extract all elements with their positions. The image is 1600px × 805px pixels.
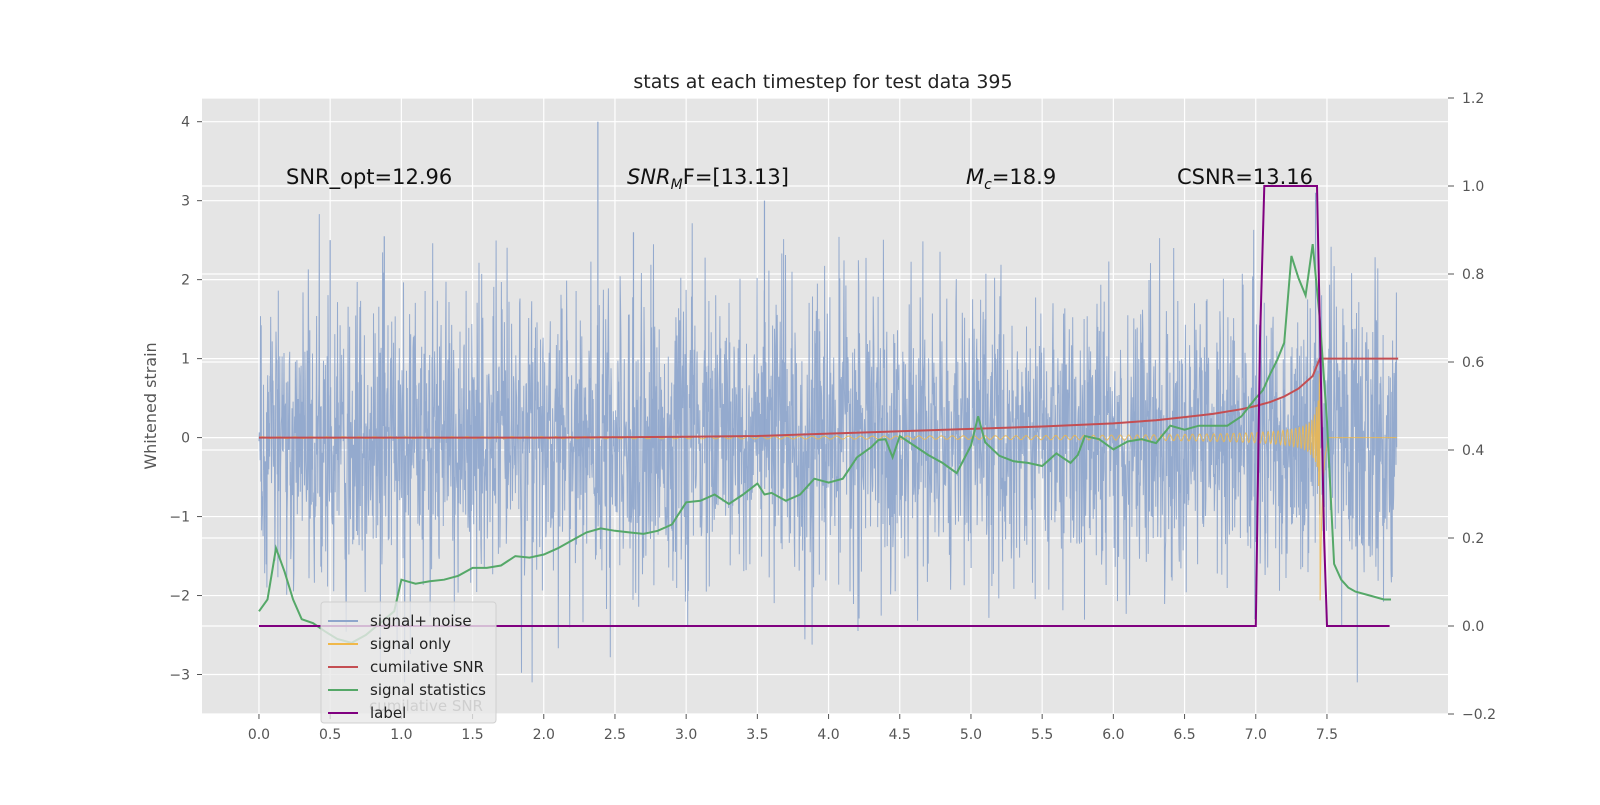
x-tick-label: 2.5 [604, 727, 626, 743]
y-tick-label: −1 [169, 510, 190, 526]
y-tick-label: 0 [181, 431, 190, 447]
x-tick-label: 1.5 [461, 727, 483, 743]
y-tick-label: 1 [181, 352, 190, 368]
x-tick-label: 5.5 [1031, 727, 1053, 743]
x-tick-label: 7.5 [1316, 727, 1338, 743]
y-tick-label: −2 [169, 589, 190, 605]
annotation-snr-mf-base: SNR [627, 165, 671, 189]
legend-box [320, 601, 497, 724]
x-tick-label: 7.0 [1245, 727, 1267, 743]
series-layer [258, 121, 1399, 683]
y-tick-label: 4 [181, 115, 190, 131]
y2-tick-label: 1.2 [1462, 91, 1484, 107]
legend-entry: label [370, 704, 406, 722]
x-tick-label: 2.0 [533, 727, 555, 743]
chart-title: stats at each timestep for test data 395 [633, 71, 1012, 93]
x-tick-label: 4.5 [889, 727, 911, 743]
x-tick-label: 6.0 [1102, 727, 1124, 743]
x-tick-label: 4.0 [817, 727, 839, 743]
y2-tick-label: 0.2 [1462, 531, 1484, 547]
series-cumilative-snr [259, 357, 1399, 439]
annotations: SNR_opt=12.96 SNRMF=[13.13] Mc=18.9 CSNR… [286, 165, 1313, 193]
y-axis-label: Whitened strain [141, 342, 160, 469]
x-tick-label: 3.0 [675, 727, 697, 743]
x-tick-label: 0.0 [248, 727, 270, 743]
y-tick-label: −3 [169, 668, 190, 684]
x-tick-label: 0.5 [319, 727, 341, 743]
y2-tick-label: 0.6 [1462, 355, 1484, 371]
annotation-mc: Mc=18.9 [966, 165, 1056, 193]
series-signal-noise [258, 214, 1398, 683]
y-tick-label: 3 [181, 194, 190, 210]
y2-tick-label: 0.0 [1462, 619, 1484, 635]
x-tick-label: 5.0 [960, 727, 982, 743]
legend-entry: signal+ noise [370, 612, 472, 630]
legend-entry: signal statistics [370, 681, 486, 699]
legend-entry: cumilative SNR [370, 658, 484, 676]
annotation-snr-mf-sub: M [671, 177, 683, 193]
series-label [259, 185, 1390, 627]
tick-labels: 0.0 0.5 1.0 1.5 2.0 2.5 3.0 3.5 4.0 4.5 5.0 5.5 6.0 6… [169, 91, 1496, 743]
annotation-snr-opt: SNR_opt=12.96 [286, 165, 452, 190]
series-signal-statistics [258, 243, 1391, 644]
annotation-mc-base: M [966, 165, 984, 189]
y2-tick-label: 1.0 [1462, 179, 1484, 195]
legend-entry: signal only [370, 635, 451, 653]
x-tick-label: 6.5 [1173, 727, 1195, 743]
legend: cumilative SNR signal+ noise signal only c… [320, 601, 497, 724]
x-tick-label: 1.0 [390, 727, 412, 743]
legend-ghost-text: cumilative SNR [369, 697, 483, 715]
annotation-snr-mf-rest: F=[13.13] [683, 165, 789, 189]
y-tick-label: 2 [181, 273, 190, 289]
annotation-csnr: CSNR=13.16 [1177, 165, 1313, 189]
annotation-mc-sub: c [984, 177, 992, 193]
y2-tick-label: 0.8 [1462, 267, 1484, 283]
y2-tick-label: 0.4 [1462, 443, 1484, 459]
annotation-mc-rest: =18.9 [992, 165, 1056, 189]
y2-tick-label: −0.2 [1462, 707, 1496, 723]
annotation-snr-mf: SNRMF=[13.13] [627, 165, 789, 193]
x-tick-label: 3.5 [746, 727, 768, 743]
